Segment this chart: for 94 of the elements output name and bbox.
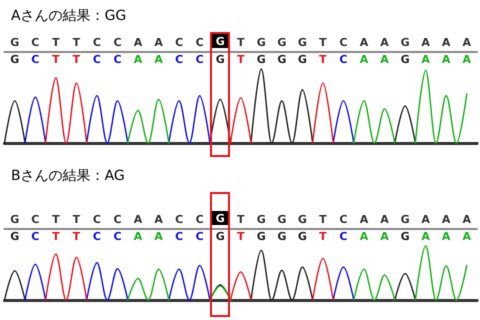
x-tick-label: T: [236, 230, 245, 243]
text: G: [298, 213, 307, 226]
x-tick-label: C: [339, 53, 348, 66]
text: G: [298, 36, 307, 49]
x-tick-label: G: [10, 230, 20, 243]
x-tick-label: A: [134, 53, 143, 66]
text: C: [339, 213, 348, 226]
text: C: [196, 213, 204, 226]
x-tick-label: G: [298, 53, 307, 66]
x-tick-label: T: [319, 230, 328, 243]
text: C: [31, 213, 40, 226]
text: G: [400, 36, 410, 49]
x-tick-label: G: [400, 53, 410, 66]
x-tick-label: G: [216, 230, 225, 243]
x-tick-label: A: [462, 230, 472, 243]
x-tick-label: A: [134, 230, 143, 243]
text: A: [421, 213, 430, 226]
x-tick-label: A: [154, 53, 164, 66]
x-tick-label: C: [339, 230, 348, 243]
x-tick-label: G: [400, 230, 410, 243]
text: G: [277, 213, 286, 226]
text: A: [360, 36, 369, 49]
text: A: [462, 213, 472, 226]
x-tick-label: A: [360, 230, 369, 243]
text: T: [52, 36, 60, 49]
x-tick-label: C: [196, 230, 204, 243]
x-tick-label: T: [236, 53, 245, 66]
chart-title: Bさんの結果：AG: [11, 168, 125, 184]
text: A: [380, 36, 390, 49]
text: C: [92, 36, 101, 49]
x-tick-label: G: [216, 53, 225, 66]
x-tick-label: C: [175, 230, 184, 243]
text: C: [113, 213, 122, 226]
text: A: [360, 213, 369, 226]
x-tick-label: A: [154, 230, 164, 243]
x-tick-label: C: [92, 53, 101, 66]
text: A: [421, 36, 430, 49]
x-tick-label: A: [442, 230, 451, 243]
text: A: [134, 36, 143, 49]
x-tick-label: C: [92, 230, 101, 243]
text: T: [72, 36, 81, 49]
x-tick-label: T: [52, 53, 60, 66]
text: T: [319, 36, 328, 49]
x-tick-label: G: [256, 53, 266, 66]
chart-title: Aさんの結果：GG: [11, 8, 126, 24]
x-tick-label: T: [72, 53, 81, 66]
x-tick-label: A: [380, 53, 390, 66]
x-tick-label: C: [175, 53, 184, 66]
text: G: [256, 213, 266, 226]
text: A: [154, 213, 164, 226]
text: C: [31, 36, 40, 49]
x-tick-label: G: [298, 230, 307, 243]
text: G: [216, 212, 225, 225]
text: T: [236, 36, 245, 49]
text: T: [236, 213, 245, 226]
x-tick-label: G: [256, 230, 266, 243]
text: A: [462, 36, 472, 49]
x-tick-label: A: [360, 53, 369, 66]
x-tick-label: A: [462, 53, 472, 66]
text: T: [52, 213, 60, 226]
text: C: [113, 36, 122, 49]
x-tick-label: C: [113, 53, 122, 66]
text: G: [216, 35, 225, 48]
x-tick-label: A: [421, 53, 430, 66]
text: T: [319, 213, 328, 226]
text: A: [442, 36, 451, 49]
x-tick-label: T: [319, 53, 328, 66]
x-tick-label: G: [277, 53, 286, 66]
text: G: [400, 213, 410, 226]
text: G: [256, 36, 266, 49]
text: G: [10, 36, 20, 49]
x-tick-label: G: [10, 53, 20, 66]
text: G: [277, 36, 286, 49]
x-tick-label: C: [31, 53, 40, 66]
x-tick-label: A: [442, 53, 451, 66]
x-tick-label: T: [52, 230, 60, 243]
text: C: [175, 36, 184, 49]
x-tick-label: C: [31, 230, 40, 243]
text: C: [92, 213, 101, 226]
text: C: [175, 213, 184, 226]
text: C: [339, 36, 348, 49]
text: A: [442, 213, 451, 226]
x-tick-label: A: [380, 230, 390, 243]
x-tick-label: T: [72, 230, 81, 243]
x-tick-label: A: [421, 230, 430, 243]
x-tick-label: G: [277, 230, 286, 243]
text: C: [196, 36, 204, 49]
text: A: [154, 36, 164, 49]
text: G: [10, 213, 20, 226]
x-tick-label: C: [196, 53, 204, 66]
text: T: [72, 213, 81, 226]
text: A: [134, 213, 143, 226]
text: A: [380, 213, 390, 226]
x-tick-label: C: [113, 230, 122, 243]
